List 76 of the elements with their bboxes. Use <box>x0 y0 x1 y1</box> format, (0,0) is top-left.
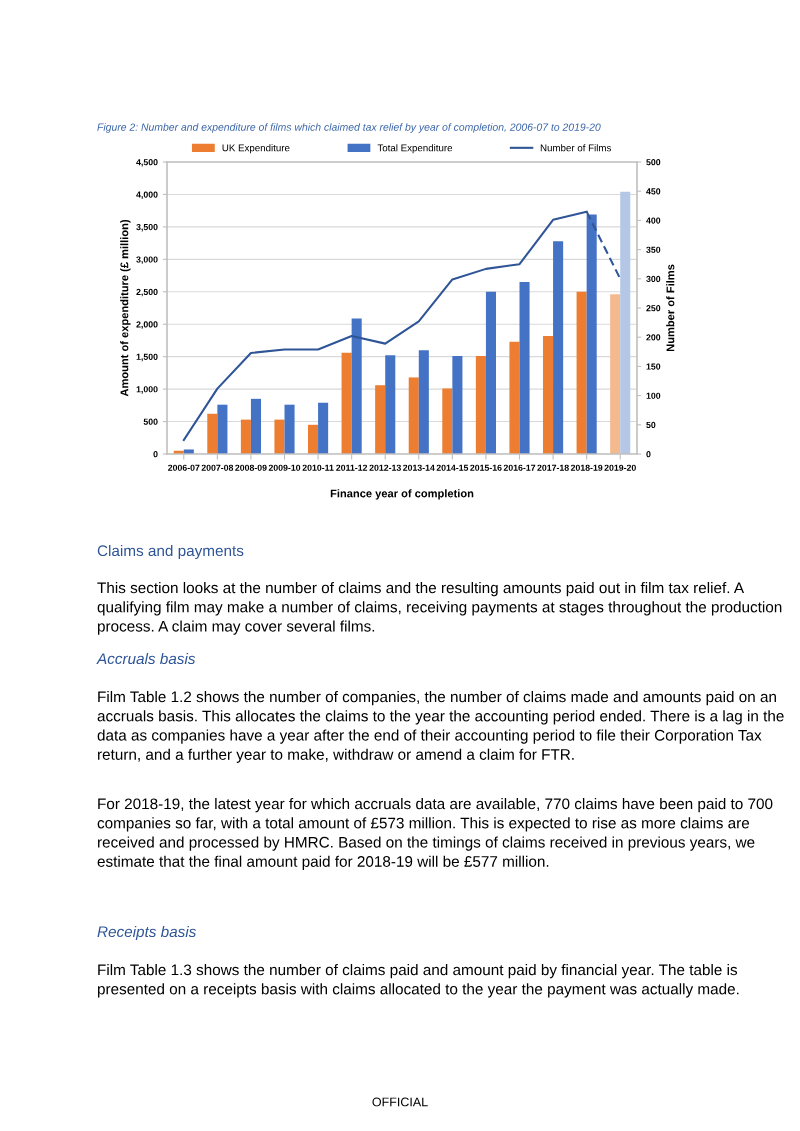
y-tick-label: 4,000 <box>136 191 158 199</box>
bar <box>442 388 453 454</box>
legend-label: Total Expenditure <box>377 144 453 154</box>
bar <box>519 282 530 454</box>
bar <box>452 356 463 454</box>
bar <box>274 419 285 454</box>
bar <box>610 294 621 454</box>
x-tick-label: 2017-18 <box>537 464 569 471</box>
text: Receipts basis <box>97 925 197 941</box>
y-tick-label: 1,000 <box>136 386 158 394</box>
y2-tick-label: 500 <box>646 159 661 166</box>
y2-tick-label: 50 <box>646 421 656 429</box>
y2-tick-label: 300 <box>646 275 661 283</box>
text: Film Table 1.3 shows the number of claims paid and amount paid by financial year. The table is presented on a receipts basis with claims allocated to the year the payment was actually made. <box>97 964 739 998</box>
x-tick-label: 2015-16 <box>470 464 502 471</box>
bar <box>284 404 295 454</box>
legend-label: Number of Films <box>540 144 611 152</box>
y2-tick-label: 450 <box>646 188 661 195</box>
bar <box>543 335 554 454</box>
bar <box>240 419 251 454</box>
bar <box>576 291 587 454</box>
y2-tick-label: 400 <box>646 217 661 224</box>
x-tick-label: 2008-09 <box>235 464 267 471</box>
bar <box>375 385 386 454</box>
bar <box>586 214 597 454</box>
x-tick-label: 2012-13 <box>369 464 401 471</box>
y2-tick-label: 0 <box>646 451 651 458</box>
text: Film Table 1.2 shows the number of companies, the number of claims made and amounts paid on an accruals basis. This allocates the claims to the year the accounting period ended. There is a lag in the data as companies have a year after the end of their accounting period to file their Corporation Tax return, and a further year to make, withdraw or amend a claim for FTR. <box>97 691 784 763</box>
x-tick-label: 2014-15 <box>436 464 469 471</box>
y-tick-label: 500 <box>143 418 158 425</box>
bar <box>553 241 564 454</box>
bar <box>250 398 261 454</box>
x-tick-label: 2016-17 <box>503 464 536 471</box>
y2-tick-label: 100 <box>646 392 661 399</box>
x-tick-label: 2018-19 <box>570 464 603 471</box>
bar <box>485 291 496 454</box>
text: Accruals basis <box>96 652 196 665</box>
chart-title: Figure 2: Number and expenditure of films which claimed tax relief by year of completion, 2006-07 to 2019-20 <box>97 123 601 133</box>
y2-tick-label: 350 <box>646 246 661 253</box>
x-tick-label: 2019-20 <box>604 464 636 471</box>
bar <box>351 318 362 454</box>
y-tick-label: 0 <box>153 451 158 458</box>
bar <box>341 352 352 454</box>
y-tick-label: 2,000 <box>136 321 158 329</box>
y-tick-label: 3,500 <box>136 223 158 232</box>
bar <box>620 191 631 454</box>
y-tick-label: 4,500 <box>136 159 158 167</box>
x-tick-label: 2010-11 <box>302 464 334 471</box>
text: For 2018-19, the latest year for which accruals data are available, 770 claims have been paid to 700 companies so far, with a total amount of £573 million. This is expected to rise as more claims are received and processed by HMRC. Based on the timings of claims received in previous years, we estimate that the final amount paid for 2018-19 will be £577 million. <box>97 798 773 870</box>
bar <box>509 341 520 454</box>
y2-tick-label: 250 <box>646 305 661 312</box>
y-tick-label: 2,500 <box>136 288 158 297</box>
x-tick-label: 2009-10 <box>268 464 301 471</box>
bar <box>217 404 228 454</box>
bar <box>318 402 329 454</box>
text: This section looks at the number of claims and the resulting amounts paid out in film tax relief. A qualifying film may make a number of claims, receiving payments at stages throughout the production process. A claim may cover several films. <box>97 582 782 635</box>
y2-tick-label: 150 <box>646 363 661 370</box>
x-tick-label: 2006-07 <box>168 464 200 471</box>
y-tick-label: 3,000 <box>136 256 158 264</box>
y2-axis-title: Number of Films <box>666 264 675 352</box>
y-axis-title: Amount of expenditure (£ million) <box>120 219 131 397</box>
y2-tick-label: 200 <box>646 334 661 341</box>
text: OFFICIAL <box>372 1097 428 1107</box>
bar <box>418 350 429 454</box>
x-tick-label: 2007-08 <box>201 464 234 471</box>
x-tick-label: 2011-12 <box>336 464 368 471</box>
bar <box>408 377 419 454</box>
bar <box>475 356 486 454</box>
x-axis-title: Finance year of completion <box>330 489 474 500</box>
bar <box>207 413 218 454</box>
bar <box>308 424 319 454</box>
y-tick-label: 1,500 <box>136 353 158 362</box>
text: Claims and payments <box>97 544 244 560</box>
x-tick-label: 2013-14 <box>403 464 435 471</box>
bar <box>385 355 396 454</box>
legend-label: UK Expenditure <box>222 144 290 154</box>
